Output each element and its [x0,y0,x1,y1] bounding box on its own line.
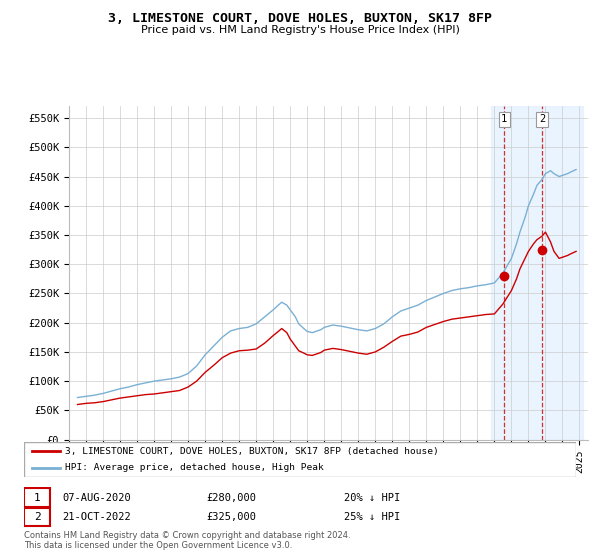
Text: £280,000: £280,000 [206,493,256,502]
Text: 21-OCT-2022: 21-OCT-2022 [62,512,131,522]
FancyBboxPatch shape [24,442,576,477]
Text: 25% ↓ HPI: 25% ↓ HPI [344,512,400,522]
Text: 2: 2 [539,114,545,124]
FancyBboxPatch shape [24,488,50,507]
Text: 07-AUG-2020: 07-AUG-2020 [62,493,131,502]
Text: 1: 1 [34,493,41,502]
Text: HPI: Average price, detached house, High Peak: HPI: Average price, detached house, High… [65,463,324,472]
Text: Contains HM Land Registry data © Crown copyright and database right 2024.
This d: Contains HM Land Registry data © Crown c… [24,531,350,550]
Text: 3, LIMESTONE COURT, DOVE HOLES, BUXTON, SK17 8FP: 3, LIMESTONE COURT, DOVE HOLES, BUXTON, … [108,12,492,25]
Text: £325,000: £325,000 [206,512,256,522]
Text: 2: 2 [34,512,41,522]
Text: 1: 1 [501,114,508,124]
Text: 20% ↓ HPI: 20% ↓ HPI [344,493,400,502]
FancyBboxPatch shape [24,508,50,526]
Text: Price paid vs. HM Land Registry's House Price Index (HPI): Price paid vs. HM Land Registry's House … [140,25,460,35]
Text: 3, LIMESTONE COURT, DOVE HOLES, BUXTON, SK17 8FP (detached house): 3, LIMESTONE COURT, DOVE HOLES, BUXTON, … [65,447,439,456]
Bar [491,106,583,440]
